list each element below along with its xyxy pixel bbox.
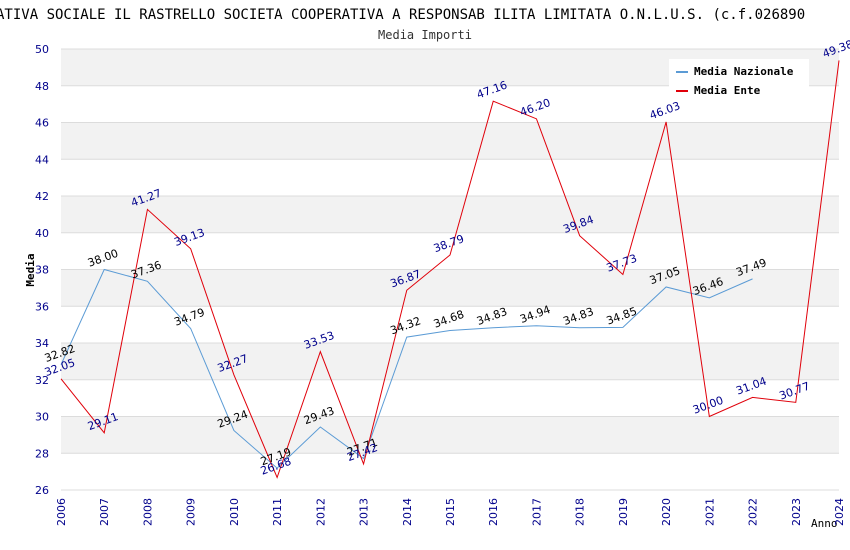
x-tick-label: 2024 bbox=[833, 498, 846, 526]
data-label-media-ente: 46.03 bbox=[648, 99, 682, 122]
y-tick-label: 32 bbox=[35, 374, 49, 387]
data-label-media-ente: 38.79 bbox=[432, 232, 466, 255]
x-tick-label: 2017 bbox=[530, 498, 543, 526]
legend-label-media-nazionale: Media Nazionale bbox=[694, 65, 794, 78]
data-label-media-ente: 46.20 bbox=[518, 96, 552, 119]
y-tick-label: 30 bbox=[35, 411, 49, 424]
data-label-media-nazionale: 34.32 bbox=[389, 314, 423, 337]
legend-label-media-ente: Media Ente bbox=[694, 84, 761, 97]
y-axis-ticks: 26 28 30 32 34 36 38 40 42 44 46 48 50 bbox=[35, 43, 49, 497]
data-label-media-nazionale: 34.83 bbox=[561, 305, 595, 328]
x-tick-label: 2019 bbox=[617, 498, 630, 526]
y-tick-label: 40 bbox=[35, 227, 49, 240]
data-label-media-nazionale: 34.68 bbox=[432, 308, 466, 331]
x-tick-label: 2011 bbox=[271, 498, 284, 526]
y-tick-label: 42 bbox=[35, 190, 49, 203]
x-tick-label: 2006 bbox=[55, 498, 68, 526]
grid-band bbox=[61, 269, 839, 307]
x-tick-label: 2016 bbox=[487, 498, 500, 526]
x-tick-label: 2013 bbox=[358, 498, 371, 526]
x-tick-label: 2018 bbox=[574, 498, 587, 526]
x-tick-label: 2009 bbox=[185, 498, 198, 526]
data-label-media-nazionale: 34.79 bbox=[172, 306, 206, 329]
grid-band bbox=[61, 196, 839, 233]
y-tick-label: 50 bbox=[35, 43, 49, 56]
legend: Media Nazionale Media Ente bbox=[669, 59, 809, 99]
y-tick-label: 48 bbox=[35, 80, 49, 93]
x-axis-ticks: 2006 2007 2008 2009 2010 2011 2012 2013 2014 2015… bbox=[55, 498, 846, 526]
y-tick-label: 34 bbox=[35, 337, 49, 350]
y-tick-label: 28 bbox=[35, 447, 49, 460]
x-tick-label: 2022 bbox=[747, 498, 760, 526]
data-label-media-ente: 30.77 bbox=[778, 380, 812, 403]
y-tick-label: 36 bbox=[35, 300, 49, 313]
data-label-media-nazionale: 34.85 bbox=[605, 305, 639, 328]
x-tick-label: 2008 bbox=[141, 498, 154, 526]
grid-lines bbox=[61, 48, 839, 491]
grid-band bbox=[61, 343, 839, 380]
legend-box bbox=[669, 59, 809, 99]
x-tick-label: 2021 bbox=[703, 498, 716, 526]
plot-bands bbox=[61, 49, 839, 454]
chart-title: ATIVA SOCIALE IL RASTRELLO SOCIETA COOPE… bbox=[0, 7, 805, 23]
y-tick-label: 38 bbox=[35, 264, 49, 277]
x-tick-label: 2015 bbox=[444, 498, 457, 526]
grid-band bbox=[61, 122, 839, 160]
y-tick-label: 26 bbox=[35, 484, 49, 497]
series-lines bbox=[60, 60, 840, 479]
grid-band bbox=[61, 416, 839, 454]
chart-subtitle: Media Importi bbox=[378, 28, 472, 42]
y-tick-label: 46 bbox=[35, 117, 49, 130]
series-line-media-nazionale bbox=[60, 268, 753, 469]
x-tick-label: 2010 bbox=[228, 498, 241, 526]
x-tick-label: 2023 bbox=[790, 498, 803, 526]
y-tick-label: 44 bbox=[35, 153, 49, 166]
x-axis-label: Anno bbox=[811, 517, 838, 530]
x-tick-label: 2020 bbox=[660, 498, 673, 526]
series-line-media-ente bbox=[60, 60, 840, 479]
data-label-media-ente: 30.00 bbox=[691, 394, 725, 417]
data-label-media-nazionale: 38.00 bbox=[86, 247, 120, 270]
x-tick-label: 2014 bbox=[401, 498, 414, 526]
x-tick-label: 2007 bbox=[98, 498, 111, 526]
data-label-media-nazionale: 34.83 bbox=[475, 305, 509, 328]
x-tick-label: 2012 bbox=[314, 498, 327, 526]
y-axis-label: Media bbox=[24, 253, 37, 286]
